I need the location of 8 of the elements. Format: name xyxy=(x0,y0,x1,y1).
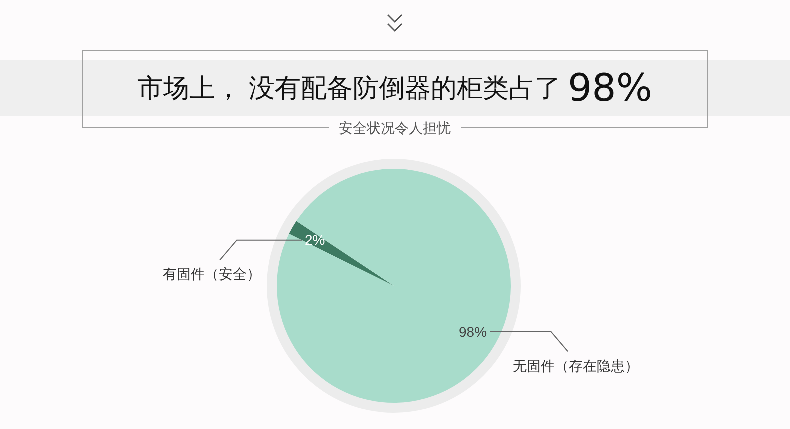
slice-label: 无固件（存在隐患） xyxy=(513,358,639,374)
pie-slice xyxy=(277,169,511,403)
chart-subtitle: 安全状况令人担忧 xyxy=(329,119,461,137)
slice-label: 有固件（安全） xyxy=(163,266,261,282)
chart-title: 市场上， 没有配备防倒器的柜类占了 98% xyxy=(138,66,652,110)
data-label: 98% xyxy=(459,324,488,340)
pie-slice xyxy=(289,221,394,286)
data-label: 2% xyxy=(305,232,326,248)
